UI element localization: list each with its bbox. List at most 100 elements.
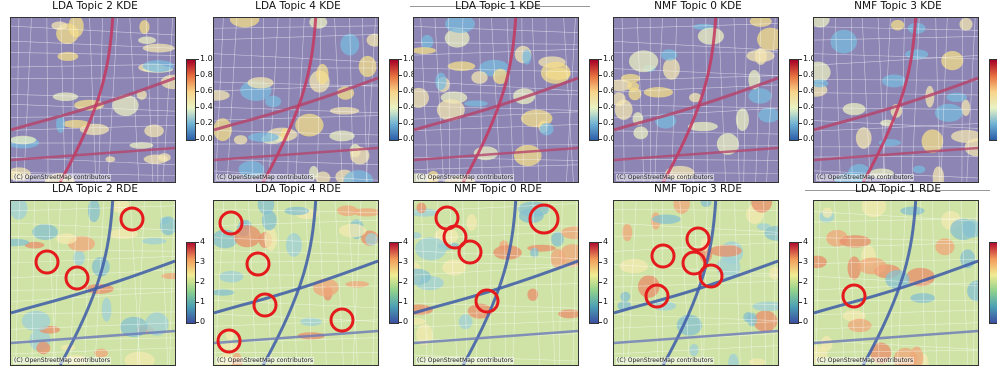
map-attribution: (C) OpenStreetMap contributors bbox=[13, 357, 111, 364]
density-blob bbox=[910, 293, 935, 303]
map-attribution: (C) OpenStreetMap contributors bbox=[13, 174, 111, 181]
colorbar-tick-label: 4 bbox=[603, 237, 608, 246]
density-blob bbox=[62, 120, 89, 128]
panel-title: LDA Topic 2 KDE bbox=[10, 0, 180, 12]
density-blob bbox=[743, 312, 753, 323]
map-attribution: (C) OpenStreetMap contributors bbox=[816, 174, 914, 181]
panel-title: LDA Topic 2 RDE bbox=[10, 183, 180, 195]
colorbar bbox=[989, 59, 997, 141]
panel-title: NMF Topic 3 KDE bbox=[813, 0, 983, 12]
density-blob bbox=[56, 233, 76, 244]
density-blob bbox=[522, 50, 531, 65]
colorbar bbox=[789, 59, 799, 141]
density-blob bbox=[466, 214, 476, 231]
panel-title: LDA Topic 4 RDE bbox=[213, 183, 383, 195]
density-blob bbox=[840, 235, 871, 247]
density-blob bbox=[882, 74, 906, 87]
density-blob bbox=[234, 225, 261, 247]
map-attribution: (C) OpenStreetMap contributors bbox=[816, 357, 914, 364]
colorbar-tick-label: 0.0 bbox=[200, 134, 213, 143]
density-blob bbox=[935, 104, 963, 122]
density-blob bbox=[32, 224, 58, 240]
density-blob bbox=[265, 228, 278, 251]
map-canvas: (C) OpenStreetMap contributors bbox=[10, 17, 176, 183]
density-blob bbox=[856, 127, 872, 149]
density-blob bbox=[219, 271, 243, 283]
colorbar-tick-label: 1 bbox=[803, 297, 808, 306]
panel-title: NMF Topic 0 RDE bbox=[413, 183, 583, 195]
colorbar-tick-label: 4 bbox=[200, 237, 205, 246]
density-blob bbox=[339, 224, 366, 238]
density-blob bbox=[950, 219, 976, 241]
density-blob bbox=[329, 131, 354, 142]
density-blob bbox=[848, 319, 872, 332]
density-blob bbox=[337, 205, 358, 216]
density-blob bbox=[286, 233, 302, 257]
density-blob bbox=[471, 71, 487, 84]
density-blob bbox=[330, 107, 359, 115]
colorbar-tick-label: 1 bbox=[403, 297, 408, 306]
colorbar-tick-label: 2 bbox=[803, 277, 808, 286]
density-blob bbox=[143, 60, 174, 72]
panel-title: NMF Topic 0 KDE bbox=[613, 0, 783, 12]
map-canvas: (C) OpenStreetMap contributors bbox=[613, 17, 779, 183]
map-canvas: (C) OpenStreetMap contributors bbox=[413, 200, 579, 366]
density-blob bbox=[663, 58, 680, 80]
colorbar bbox=[186, 242, 196, 324]
density-blob bbox=[633, 127, 648, 140]
colorbar-tick-label: 2 bbox=[403, 277, 408, 286]
colorbar bbox=[389, 242, 399, 324]
density-blob bbox=[435, 73, 446, 91]
density-blob bbox=[234, 135, 247, 144]
colorbar-tick-label: 0 bbox=[803, 317, 808, 326]
density-blob bbox=[652, 215, 681, 224]
map-canvas: (C) OpenStreetMap contributors bbox=[613, 200, 779, 366]
panel-title: LDA Topic 4 KDE bbox=[213, 0, 383, 12]
density-blob bbox=[858, 258, 887, 275]
panel-title: LDA Topic 1 RDE bbox=[813, 183, 983, 195]
density-blob bbox=[941, 51, 963, 70]
colorbar-tick-label: 3 bbox=[603, 257, 608, 266]
map-canvas: (C) OpenStreetMap contributors bbox=[413, 17, 579, 183]
density-blob bbox=[53, 92, 78, 101]
colorbar bbox=[589, 242, 599, 324]
density-blob bbox=[627, 82, 639, 92]
colorbar-tick-label: 1 bbox=[603, 297, 608, 306]
colorbar-tick-label: 3 bbox=[803, 257, 808, 266]
colorbar-tick-label: 4 bbox=[803, 237, 808, 246]
colorbar-tick-label: 2 bbox=[603, 277, 608, 286]
density-blob bbox=[644, 87, 673, 98]
colorbar-tick-label: 3 bbox=[403, 257, 408, 266]
map-attribution: (C) OpenStreetMap contributors bbox=[416, 174, 514, 181]
colorbar bbox=[186, 59, 196, 141]
colorbar-tick-label: 0 bbox=[603, 317, 608, 326]
density-blob bbox=[710, 245, 742, 257]
density-blob bbox=[749, 88, 772, 103]
density-blob bbox=[415, 237, 446, 260]
colorbar bbox=[789, 242, 799, 324]
colorbar bbox=[989, 242, 997, 324]
density-blob bbox=[530, 248, 538, 258]
density-blob bbox=[622, 224, 632, 242]
density-blob bbox=[843, 103, 866, 115]
density-blob bbox=[661, 49, 677, 60]
colorbar-tick-label: 0.8 bbox=[200, 70, 213, 79]
colorbar bbox=[389, 59, 399, 141]
colorbar-tick-label: 0 bbox=[200, 317, 205, 326]
density-blob bbox=[935, 238, 954, 255]
density-blob bbox=[831, 30, 857, 54]
density-blob bbox=[736, 108, 749, 131]
panel-title: LDA Topic 1 KDE bbox=[413, 0, 583, 12]
map-attribution: (C) OpenStreetMap contributors bbox=[416, 357, 514, 364]
density-blob bbox=[421, 35, 433, 49]
map-attribution: (C) OpenStreetMap contributors bbox=[616, 357, 714, 364]
colorbar-tick-label: 0.2 bbox=[200, 118, 213, 127]
density-blob bbox=[913, 166, 926, 174]
map-canvas: (C) OpenStreetMap contributors bbox=[213, 17, 379, 183]
density-blob bbox=[959, 18, 972, 31]
density-blob bbox=[102, 298, 112, 322]
density-blob bbox=[746, 50, 774, 62]
map-attribution: (C) OpenStreetMap contributors bbox=[616, 174, 714, 181]
colorbar-tick-label: 0.4 bbox=[200, 102, 213, 111]
density-blob bbox=[139, 20, 149, 34]
